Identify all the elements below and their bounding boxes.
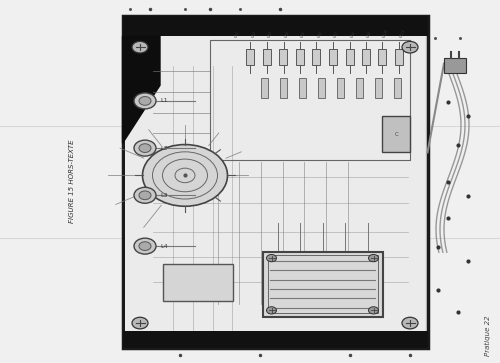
Bar [122,331,428,348]
Text: CA4: CA4 [284,30,290,38]
Bar [318,78,325,98]
Bar [280,78,287,98]
Circle shape [266,254,276,262]
Bar [122,16,428,348]
Circle shape [134,93,156,109]
Circle shape [368,307,378,314]
Text: CA6: CA6 [316,30,324,38]
Bar [296,49,304,65]
Text: CA8: CA8 [350,30,356,38]
Text: CA5: CA5 [300,30,307,38]
Bar [299,78,306,98]
Text: CA3: CA3 [267,30,274,38]
Bar [162,264,232,301]
Text: CA7: CA7 [333,30,340,38]
Text: FIGURE 15 HORS-TEXTE: FIGURE 15 HORS-TEXTE [70,140,75,223]
Bar [125,36,425,331]
Circle shape [132,41,148,53]
Bar [262,252,382,317]
Circle shape [134,187,156,203]
Circle shape [132,317,148,329]
Circle shape [134,140,156,156]
Bar [394,78,401,98]
Bar [280,49,287,65]
Circle shape [266,307,276,314]
Bar [375,78,382,98]
Circle shape [142,144,228,206]
Bar [246,49,254,65]
Text: C: C [394,132,398,137]
Bar [362,49,370,65]
Bar [378,49,386,65]
Bar [337,78,344,98]
Circle shape [368,254,378,262]
Polygon shape [122,36,160,143]
Bar [395,49,403,65]
Bar [122,16,428,36]
Circle shape [139,144,151,152]
Text: CA9: CA9 [366,30,373,38]
Circle shape [402,41,418,53]
Bar [312,49,320,65]
Text: Pratique 22: Pratique 22 [485,315,491,356]
Text: L4: L4 [160,244,168,249]
Text: L1: L1 [160,98,168,103]
Bar [444,58,466,73]
Bar [261,78,268,98]
Text: CA1: CA1 [234,30,241,38]
Bar [263,49,271,65]
Text: CA11: CA11 [398,28,406,38]
Circle shape [134,238,156,254]
Bar [329,49,337,65]
Bar [356,78,363,98]
Circle shape [139,242,151,250]
Bar [346,49,354,65]
Circle shape [139,97,151,105]
Text: CA10: CA10 [382,28,390,38]
Circle shape [139,191,151,200]
Circle shape [402,317,418,329]
Text: CA2: CA2 [250,30,258,38]
Text: L2: L2 [160,146,168,151]
Text: L3: L3 [160,193,168,198]
Bar [382,116,410,152]
Bar [268,255,378,313]
